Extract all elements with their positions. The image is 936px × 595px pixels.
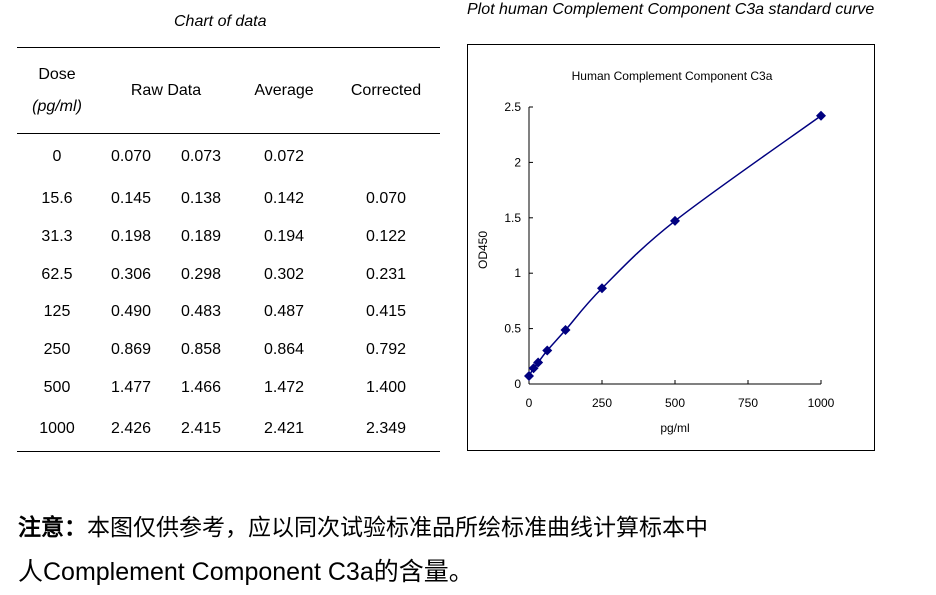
table-cell: 0.415 — [365, 303, 407, 320]
data-point — [528, 363, 539, 374]
table-cell: 0.122 — [365, 228, 407, 245]
table-cell: 62.5 — [41, 266, 73, 283]
series-line — [528, 115, 822, 377]
header-raw-data: Raw Data — [130, 82, 202, 99]
table-top-rule — [17, 47, 440, 48]
table-cell: 0.198 — [110, 228, 152, 245]
y-tick-label: 1 — [514, 266, 521, 280]
header-average: Average — [254, 82, 314, 99]
table-cell: 0.070 — [110, 148, 152, 165]
data-point — [524, 371, 534, 382]
table-cell: 0.194 — [263, 228, 305, 245]
y-tick-label: 1.5 — [504, 211, 521, 225]
note-text-1: 本图仅供参考，应以同次试验标准品所绘标准曲线计算标本中 — [87, 515, 708, 541]
header-dose-unit: (pg/ml) — [32, 98, 82, 115]
table-cell: 0.483 — [180, 303, 222, 320]
data-point — [533, 357, 544, 368]
table-cell: 2.415 — [180, 420, 222, 437]
header-dose: Dose — [38, 66, 76, 83]
table-bottom-rule — [17, 451, 440, 452]
y-axis-label: OD450 — [476, 231, 490, 269]
table-cell: 2.421 — [263, 420, 305, 437]
table-cell: 2.349 — [365, 420, 407, 437]
data-point — [816, 110, 826, 121]
table-cell: 0.792 — [365, 341, 407, 358]
table-cell: 2.426 — [110, 420, 152, 437]
table-cell: 1000 — [39, 420, 75, 437]
data-point — [542, 345, 553, 356]
data-point — [597, 283, 607, 294]
x-tick-label: 500 — [665, 396, 685, 410]
note-line-1: 注意：本图仅供参考，应以同次试验标准品所绘标准曲线计算标本中 — [18, 508, 708, 542]
table-cell: 1.466 — [180, 379, 222, 396]
table-cell: 0.298 — [180, 266, 222, 283]
chart-heading: Plot human Complement Component C3a stan… — [467, 1, 875, 18]
table-cell: 0.231 — [365, 266, 407, 283]
table-cell: 0.869 — [110, 341, 152, 358]
y-tick-label: 2 — [514, 155, 521, 169]
chart-title: Human Complement Component C3a — [572, 69, 773, 83]
chart-svg: Human Complement Component C3a 0 0.5 1 1.5 2 2… — [476, 69, 835, 435]
table-cell: 0.070 — [365, 190, 407, 207]
table-cell: 1.400 — [365, 379, 407, 396]
table-cell: 15.6 — [41, 190, 73, 207]
data-point — [560, 325, 571, 336]
table-cell: 0.858 — [180, 341, 222, 358]
x-tick-label: 250 — [592, 396, 612, 410]
header-corrected: Corrected — [350, 82, 422, 99]
x-axis-label: pg/ml — [660, 421, 689, 435]
x-tick-label: 0 — [526, 396, 533, 410]
note-line-2: 人Complement Component C3a的含量。 — [18, 558, 474, 586]
y-tick-label: 0 — [514, 377, 521, 391]
table-cell: 0.072 — [263, 148, 305, 165]
table-cell: 0.302 — [263, 266, 305, 283]
table-cell: 0.073 — [180, 148, 222, 165]
x-tick-label: 750 — [738, 396, 758, 410]
table-cell: 31.3 — [41, 228, 73, 245]
table-cell: 0.189 — [180, 228, 222, 245]
table-cell: 125 — [43, 303, 71, 320]
table-cell: 1.472 — [263, 379, 305, 396]
note-label: 注意： — [18, 514, 87, 541]
table-cell: 0.142 — [263, 190, 305, 207]
table-header-rule — [17, 133, 440, 134]
x-tick-label: 1000 — [808, 396, 835, 410]
y-tick-label: 2.5 — [504, 100, 521, 114]
table-cell: 0.487 — [263, 303, 305, 320]
table-title: Chart of data — [174, 13, 267, 30]
table-cell: 0.145 — [110, 190, 152, 207]
y-tick-label: 0.5 — [504, 322, 521, 336]
chart: Human Complement Component C3a 0 0.5 1 1.5 2 2… — [467, 44, 875, 451]
data-point — [670, 215, 680, 226]
table-cell: 0.306 — [110, 266, 152, 283]
table-cell: 500 — [43, 379, 71, 396]
table-cell: 0 — [52, 148, 62, 165]
table-cell: 250 — [43, 341, 71, 358]
table-cell: 1.477 — [110, 379, 152, 396]
table-cell: 0.490 — [110, 303, 152, 320]
table-cell: 0.864 — [263, 341, 305, 358]
table-cell: 0.138 — [180, 190, 222, 207]
